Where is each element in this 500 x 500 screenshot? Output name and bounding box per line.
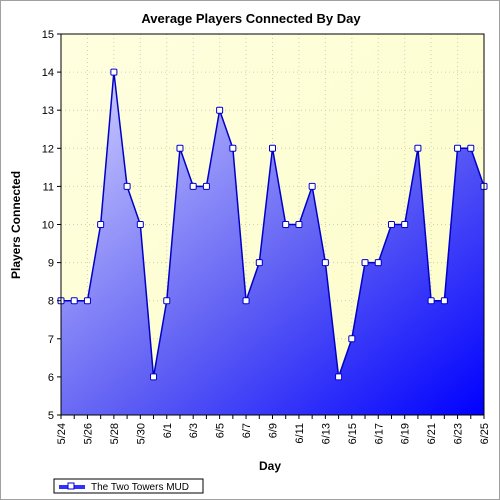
data-point [348,335,356,343]
x-tick-label: 6/1 [162,423,174,438]
data-point [163,297,171,305]
x-tick-label: 6/3 [188,423,200,438]
data-point [97,221,105,228]
data-point [242,297,250,305]
data-point [110,68,118,76]
data-point [150,373,158,381]
data-point [467,144,475,152]
data-point [427,297,435,305]
data-point [136,221,144,228]
data-point [229,144,237,152]
y-tick-label: 5 [48,410,54,422]
y-tick-label: 13 [42,105,54,117]
series-area [61,72,484,415]
data-point [454,144,462,152]
x-tick-label: 6/23 [453,423,465,444]
data-point [401,221,409,228]
y-tick-label: 8 [48,296,54,308]
data-point [83,297,91,305]
y-axis-title: Players Connected [9,171,23,279]
x-tick-label: 5/26 [82,423,94,444]
x-tick-label: 6/19 [400,423,412,444]
legend-label: The Two Towers MUD [91,482,189,493]
chart-title: Average Players Connected By Day [141,11,361,26]
y-tick-label: 15 [42,29,54,41]
data-point [269,144,276,152]
x-tick-label: 6/17 [373,423,385,444]
x-tick-label: 6/15 [347,423,359,444]
data-point [361,259,369,267]
x-tick-label: 6/5 [215,423,227,438]
data-point [123,182,131,190]
y-tick-label: 11 [43,181,54,193]
x-tick-label: 6/11 [294,423,306,444]
data-point [387,221,395,228]
y-tick-label: 14 [42,67,54,79]
data-point [216,106,224,114]
data-point [70,297,78,305]
data-point [321,259,329,267]
data-point [374,259,382,267]
data-point [202,182,210,190]
y-axis-ticks: 5 6 7 8 9 10 11 12 13 14 15 [42,29,61,422]
x-tick-label: 6/13 [320,423,332,444]
x-tick-label: 5/30 [135,423,147,444]
y-tick-label: 12 [42,143,54,155]
y-tick-label: 10 [42,220,54,232]
data-point [295,221,303,228]
data-point [176,144,184,152]
x-tick-label: 5/28 [109,423,121,444]
x-tick-label: 6/21 [426,423,438,444]
data-point [335,373,343,381]
data-point [189,182,197,190]
legend-box [53,478,204,494]
data-point [414,144,422,152]
x-tick-label: 6/25 [479,423,491,444]
y-tick-label: 7 [48,334,54,346]
x-tick-label: 6/7 [241,423,253,438]
y-tick-label: 6 [48,372,54,384]
x-tick-label: 6/9 [268,423,280,438]
data-point [308,182,316,190]
x-tick-label: 5/24 [56,423,68,444]
legend-swatch-marker [67,482,75,490]
legend: The Two Towers MUD [53,478,204,494]
data-point [440,297,448,305]
data-point [282,221,290,228]
data-point [255,259,263,267]
y-tick-label: 9 [48,258,54,270]
x-axis-title: Day [259,459,281,473]
x-axis-ticks: 5/24 5/26 5/28 5/30 6/1 6/3 6/5 6/7 6/9 6/11 6/13 6… [56,415,491,444]
